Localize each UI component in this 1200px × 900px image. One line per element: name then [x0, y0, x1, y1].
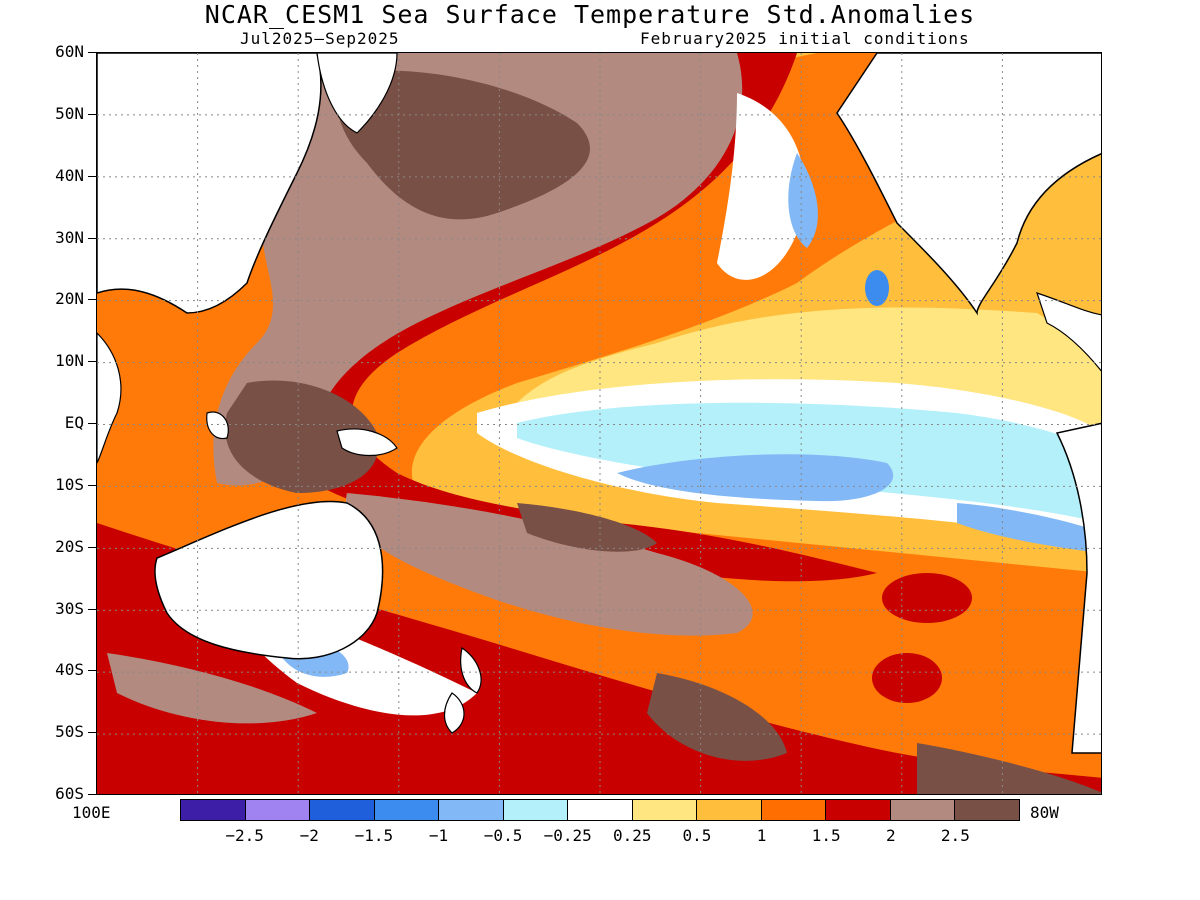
new-guinea — [336, 428, 398, 457]
lat-label: 10N — [55, 351, 84, 371]
neutral-white-ne-pacific — [717, 93, 805, 280]
colorbar-swatch — [697, 800, 762, 820]
indochina-landmass — [97, 332, 122, 464]
asia-landmass — [97, 53, 322, 314]
lon-right-label: 80W — [1030, 803, 1059, 822]
anomaly-mauve-southern-1 — [107, 653, 317, 724]
anomaly-brown-southern-3 — [917, 743, 1101, 794]
colorbar-label: 1 — [756, 826, 767, 845]
initial-conditions: February2025 initial conditions — [640, 29, 970, 48]
lat-label: 60S — [55, 784, 84, 803]
lon-left-label: 100E — [72, 803, 111, 822]
new-zealand-north — [460, 647, 482, 694]
lat-tick — [88, 546, 96, 548]
lat-label: 10S — [55, 474, 84, 494]
lat-tick — [88, 484, 96, 486]
colorbar-swatch — [439, 800, 504, 820]
chart-title: NCAR_CESM1 Sea Surface Temperature Std.A… — [204, 0, 976, 29]
lat-tick — [88, 794, 96, 795]
colorbar-swatch — [955, 800, 1019, 820]
south-america-landmass — [1055, 422, 1101, 754]
lat-tick — [88, 670, 96, 672]
lat-tick — [88, 175, 96, 177]
colorbar-swatch — [374, 800, 440, 820]
warm-blob-2 — [872, 653, 942, 703]
lat-label: 50N — [55, 103, 84, 123]
colorbar-label: −1 — [428, 826, 449, 845]
colorbar-swatch — [503, 800, 569, 820]
lat-label: 20S — [55, 536, 84, 556]
lat-label: 30N — [55, 227, 84, 247]
central-america-landmass — [1036, 292, 1101, 372]
cool-anomaly-gulf-california — [865, 270, 889, 306]
warm-blob-1 — [882, 573, 972, 623]
colorbar-swatch — [181, 800, 246, 820]
colorbar-label: 0.25 — [613, 826, 652, 845]
lat-tick — [88, 237, 96, 239]
colorbar-label: −1.5 — [354, 826, 394, 845]
lat-label: 30S — [55, 598, 84, 618]
lat-tick — [88, 732, 96, 734]
anomaly-mauve-nw-pacific — [213, 53, 743, 486]
lat-label: 20N — [55, 289, 84, 309]
north-america-landmass — [836, 53, 1101, 316]
new-zealand-south — [443, 692, 465, 734]
lat-tick — [88, 52, 96, 53]
colorbar-swatch — [632, 800, 698, 820]
cool-anomaly-blue-east — [957, 503, 1101, 553]
colorbar-label: −0.25 — [543, 826, 592, 845]
colorbar-swatch — [826, 800, 891, 820]
anomaly-brown-southern-2 — [647, 673, 787, 761]
cool-anomaly-blue-equatorial — [617, 454, 894, 502]
colorbar-swatch — [568, 800, 633, 820]
cool-anomaly-california — [788, 153, 818, 248]
colorbar — [180, 799, 1020, 821]
colorbar-swatch — [761, 800, 827, 820]
warm-anomaly-red-south — [97, 523, 1101, 794]
colorbar-label: −2.5 — [225, 826, 264, 845]
borneo — [206, 411, 229, 440]
lat-label: 40S — [55, 660, 84, 680]
colorbar-label: 2 — [885, 826, 896, 845]
colorbar-label: −0.5 — [483, 826, 523, 845]
lat-tick — [88, 361, 96, 363]
anomaly-brown-kuroshio — [336, 70, 590, 220]
colorbar-label: 1.5 — [811, 826, 841, 845]
forecast-period: Jul2025–Sep2025 — [240, 29, 400, 48]
lat-label: EQ — [64, 413, 84, 432]
australia-landmass — [154, 500, 384, 660]
map-canvas — [97, 53, 1101, 794]
colorbar-swatch — [245, 800, 311, 820]
colorbar-swatch — [890, 800, 956, 820]
lat-tick — [88, 299, 96, 301]
lat-tick — [88, 423, 96, 424]
lat-tick — [88, 608, 96, 610]
lat-label: 50S — [55, 722, 84, 742]
anomaly-mauve-south-pacific — [345, 493, 753, 636]
colorbar-swatch — [310, 800, 375, 820]
anomaly-brown-maritime — [225, 380, 379, 493]
lat-label: 40N — [55, 165, 84, 185]
colorbar-label: 2.5 — [940, 826, 970, 845]
map-gridlines — [97, 53, 1101, 794]
colorbar-label: 0.5 — [682, 826, 712, 845]
sst-anomaly-map — [96, 52, 1102, 795]
kamchatka-landmass — [316, 53, 398, 134]
colorbar-label: −2 — [299, 826, 319, 845]
lat-label: 60N — [55, 42, 84, 61]
anomaly-brown-spcz — [517, 503, 657, 552]
lat-tick — [88, 113, 96, 115]
